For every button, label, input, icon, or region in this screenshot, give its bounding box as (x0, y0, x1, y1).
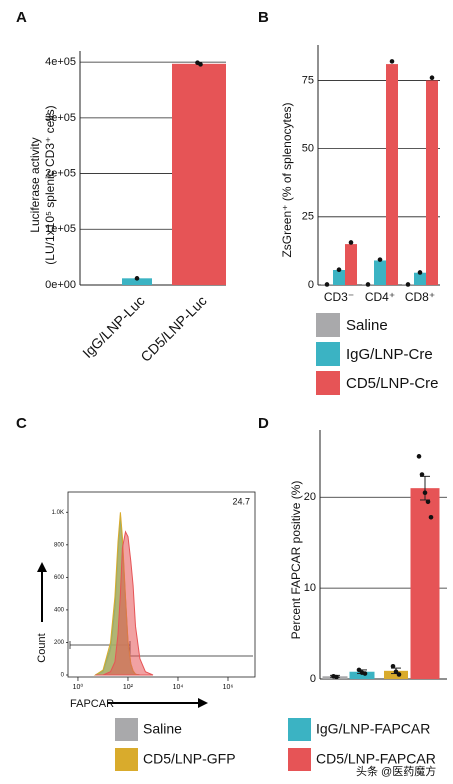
y-tick-label: 0e+00 (45, 279, 76, 291)
y-axis-label: Luciferase activity (28, 137, 42, 232)
y-tick-label: 200 (54, 640, 65, 646)
x-tick-label: CD4⁺ (365, 290, 395, 304)
legend-swatch (115, 748, 138, 771)
data-point (334, 674, 339, 680)
legend-label: IgG/LNP-FAPCAR (316, 721, 430, 737)
bar (384, 670, 408, 679)
panel-label: C (16, 415, 27, 432)
legend-swatch (316, 342, 340, 366)
y-axis-label: Percent FAPCAR positive (%) (289, 481, 303, 640)
panel-label: B (258, 9, 269, 26)
watermark: 头条 @医药魔方 (356, 764, 436, 778)
legend-label: CD5/LNP-Cre (346, 375, 439, 392)
y-axis-label: ZsGreen⁺ (% of splenocytes) (280, 102, 294, 257)
y-tick-label: 600 (54, 575, 65, 581)
y-axis-label: Count (36, 633, 48, 662)
x-tick-label: IgG/LNP-Luc (79, 292, 148, 361)
bar (414, 272, 426, 285)
x-axis-label: FAPCAR (70, 698, 114, 710)
data-point (417, 270, 423, 275)
data-point (365, 282, 371, 287)
data-point (390, 663, 396, 669)
y-tick-label: 400 (54, 607, 65, 613)
data-point (422, 490, 428, 496)
data-point (425, 499, 431, 505)
legend-swatch (288, 718, 311, 741)
arrow-head (198, 698, 208, 708)
y-tick-label: 2e+05 (45, 167, 76, 179)
x-tick-label: 10² (123, 684, 134, 691)
legend-swatch (316, 371, 340, 395)
y-tick-label: 800 (54, 542, 65, 548)
x-tick-label: 10⁴ (173, 684, 184, 691)
data-point (362, 671, 368, 676)
data-point (396, 672, 402, 677)
legend-swatch (288, 748, 311, 771)
data-point (416, 454, 422, 459)
y-axis-label: (LU/1x10⁵ splenic CD3⁺ cells) (43, 105, 57, 264)
plot-frame (67, 491, 256, 678)
histogram-area (95, 530, 154, 676)
bar (426, 80, 438, 285)
data-point (405, 282, 411, 287)
y-tick-label: 1e+05 (45, 223, 76, 235)
y-tick-label: 0 (61, 673, 65, 679)
y-tick-label: 20 (304, 491, 316, 503)
x-tick-label: CD8⁺ (405, 290, 435, 304)
x-tick-label: CD5/LNP-Luc (137, 292, 209, 364)
arrow-head (37, 562, 47, 572)
bar (374, 260, 386, 285)
data-point (356, 667, 362, 673)
legend-label: IgG/LNP-Cre (346, 346, 433, 363)
y-tick-label: 10 (304, 582, 316, 594)
panel-label: D (258, 415, 269, 432)
data-point (198, 62, 203, 67)
y-tick-label: 25 (302, 211, 314, 223)
legend-label: CD5/LNP-FAPCAR (316, 751, 436, 767)
bar (386, 64, 398, 285)
data-point (324, 282, 330, 287)
data-point (336, 267, 342, 273)
x-tick-label: 10⁰ (73, 683, 84, 691)
data-point (348, 240, 354, 245)
bar (410, 488, 440, 679)
data-point (393, 669, 399, 675)
data-point (389, 59, 395, 64)
x-tick-label: 10⁶ (223, 684, 234, 691)
x-tick-label: CD3⁻ (324, 290, 354, 304)
bar (122, 278, 152, 285)
bar (172, 63, 226, 285)
data-point (134, 276, 140, 281)
y-tick-label: 4e+05 (45, 56, 76, 68)
legend-swatch (316, 313, 340, 337)
data-point (429, 75, 435, 81)
y-tick-label: 50 (302, 143, 314, 155)
legend-label: Saline (143, 721, 182, 737)
data-point (419, 472, 425, 477)
gate-value: 24.7 (232, 496, 250, 506)
bar (345, 244, 357, 285)
bar (349, 671, 375, 679)
legend-label: Saline (346, 317, 388, 334)
panel-label: A (16, 9, 27, 26)
y-tick-label: 3e+05 (45, 112, 76, 124)
y-tick-label: 0 (310, 673, 316, 685)
bar (333, 270, 345, 285)
data-point (428, 514, 434, 520)
y-tick-label: 75 (302, 74, 314, 86)
legend-swatch (115, 718, 138, 741)
data-point (377, 257, 383, 262)
legend-label: CD5/LNP-GFP (143, 751, 236, 767)
y-tick-label: 0 (308, 279, 314, 291)
y-tick-label: 1.0K (52, 510, 64, 516)
